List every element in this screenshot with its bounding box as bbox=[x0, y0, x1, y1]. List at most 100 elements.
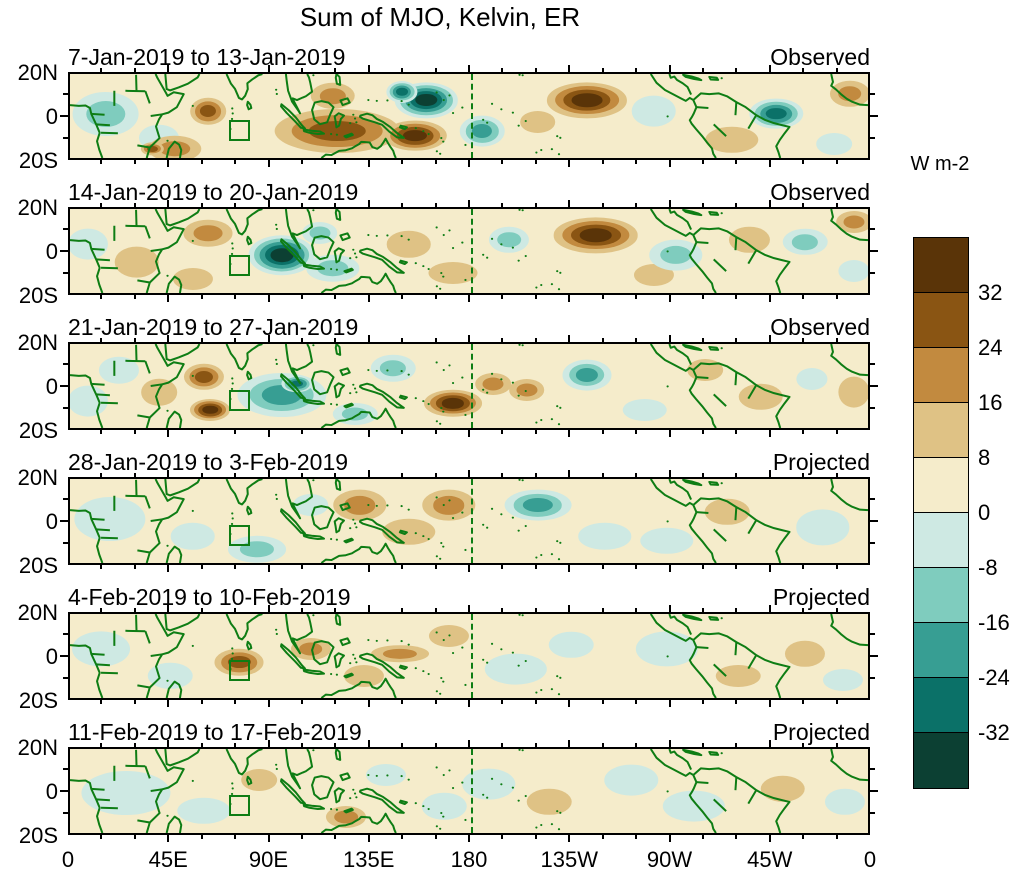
axis-tick-x bbox=[534, 160, 537, 164]
panel-date-range: 14-Jan-2019 to 20-Jan-2019 bbox=[68, 179, 359, 205]
axis-tick-x bbox=[167, 740, 170, 747]
axis-tick-y bbox=[60, 655, 68, 657]
colorbar-segment bbox=[914, 293, 968, 348]
axis-tick-x bbox=[501, 160, 504, 164]
colorbar-tick-label: 0 bbox=[978, 500, 991, 525]
dateline-180-marker bbox=[471, 479, 473, 563]
axis-tick-x bbox=[701, 700, 704, 704]
axis-tick-y bbox=[870, 137, 875, 139]
axis-tick-x bbox=[534, 743, 537, 747]
axis-tick-x bbox=[701, 743, 704, 747]
panel-status-label: Projected bbox=[772, 584, 870, 610]
axis-tick-x bbox=[267, 65, 270, 72]
panel-date-range: 4-Feb-2019 to 10-Feb-2019 bbox=[68, 584, 351, 610]
axis-tick-x bbox=[468, 200, 470, 207]
axis-tick-x bbox=[200, 565, 203, 569]
positive-anomaly-contour bbox=[442, 398, 465, 409]
axis-tick-x bbox=[635, 295, 638, 299]
negative-anomaly-contour bbox=[796, 509, 850, 545]
colorbar-tick-label: -24 bbox=[978, 665, 1010, 690]
axis-tick-x bbox=[334, 565, 337, 569]
x-axis-label: 0 bbox=[61, 847, 75, 872]
axis-tick-x bbox=[300, 430, 303, 434]
axis-tick-x bbox=[334, 743, 337, 747]
positive-anomaly-contour bbox=[228, 656, 251, 669]
positive-anomaly-contour bbox=[838, 376, 868, 408]
axis-tick-y bbox=[870, 93, 875, 95]
axis-tick-x bbox=[635, 743, 638, 747]
axis-tick-x bbox=[401, 160, 404, 164]
axis-tick-x bbox=[768, 335, 771, 342]
y-axis-label: 20N bbox=[17, 735, 58, 760]
axis-tick-x bbox=[133, 565, 136, 569]
axis-tick-x bbox=[735, 565, 738, 569]
axis-tick-x bbox=[534, 565, 537, 569]
axis-tick-x bbox=[367, 200, 370, 207]
axis-tick-x bbox=[701, 608, 704, 612]
axis-tick-x bbox=[635, 473, 638, 477]
positive-anomaly-contour bbox=[158, 141, 191, 157]
axis-tick-x bbox=[401, 473, 404, 477]
axis-tick-x bbox=[133, 160, 136, 164]
positive-anomaly-contour bbox=[843, 215, 865, 229]
axis-tick-x bbox=[334, 68, 337, 72]
negative-anomaly-contour bbox=[74, 496, 146, 541]
axis-tick-x bbox=[635, 203, 638, 207]
dateline-180-marker bbox=[471, 74, 473, 158]
axis-tick-x bbox=[835, 68, 838, 72]
negative-anomaly-contour bbox=[70, 228, 108, 260]
axis-tick-x bbox=[367, 295, 370, 302]
colorbar-tick-label: 8 bbox=[978, 445, 991, 470]
x-axis-label: 135E bbox=[343, 847, 395, 872]
region-of-interest-box bbox=[229, 390, 251, 412]
negative-anomaly-contour bbox=[395, 87, 408, 96]
axis-tick-x bbox=[300, 700, 303, 704]
x-axis-label: 90W bbox=[646, 847, 693, 872]
colorbar-segment bbox=[914, 733, 968, 788]
axis-tick-x bbox=[768, 65, 771, 72]
axis-tick-x bbox=[200, 338, 203, 342]
positive-anomaly-contour bbox=[482, 377, 504, 391]
axis-tick-x bbox=[701, 835, 704, 839]
axis-tick-x bbox=[568, 200, 571, 207]
axis-tick-x bbox=[668, 430, 671, 437]
positive-anomaly-contour bbox=[516, 383, 538, 397]
axis-tick-x bbox=[835, 295, 838, 299]
colorbar-segment bbox=[914, 403, 968, 458]
axis-tick-x bbox=[601, 160, 604, 164]
negative-anomaly-contour bbox=[662, 790, 725, 822]
axis-tick-y bbox=[870, 633, 875, 635]
axis-tick-x bbox=[300, 565, 303, 569]
axis-tick-x bbox=[601, 700, 604, 704]
axis-tick-x bbox=[100, 565, 103, 569]
axis-tick-x bbox=[434, 430, 437, 434]
y-axis-label: 20S bbox=[18, 553, 58, 578]
axis-tick-y bbox=[63, 272, 68, 274]
axis-tick-x bbox=[367, 160, 370, 167]
axis-tick-x bbox=[501, 430, 504, 434]
positive-anomaly-contour bbox=[704, 498, 750, 526]
axis-tick-x bbox=[534, 473, 537, 477]
axis-tick-x bbox=[668, 740, 671, 747]
axis-tick-x bbox=[100, 608, 103, 612]
axis-tick-x bbox=[334, 835, 337, 839]
axis-tick-x bbox=[167, 335, 170, 342]
positive-anomaly-contour bbox=[785, 640, 826, 667]
axis-tick-x bbox=[234, 743, 237, 747]
negative-anomaly-contour bbox=[825, 788, 866, 815]
axis-tick-y bbox=[870, 363, 875, 365]
axis-tick-x bbox=[835, 160, 838, 164]
negative-anomaly-contour bbox=[522, 498, 553, 513]
axis-tick-x bbox=[701, 203, 704, 207]
axis-tick-x bbox=[802, 295, 805, 299]
axis-tick-x bbox=[735, 295, 738, 299]
axis-tick-x bbox=[133, 203, 136, 207]
negative-anomaly-contour bbox=[72, 631, 131, 667]
region-of-interest-box bbox=[229, 255, 251, 277]
axis-tick-x bbox=[334, 473, 337, 477]
axis-tick-x bbox=[534, 203, 537, 207]
axis-tick-x bbox=[501, 295, 504, 299]
axis-tick-x bbox=[367, 470, 370, 477]
y-axis-label: 0 bbox=[45, 644, 58, 669]
axis-tick-x bbox=[668, 335, 671, 342]
